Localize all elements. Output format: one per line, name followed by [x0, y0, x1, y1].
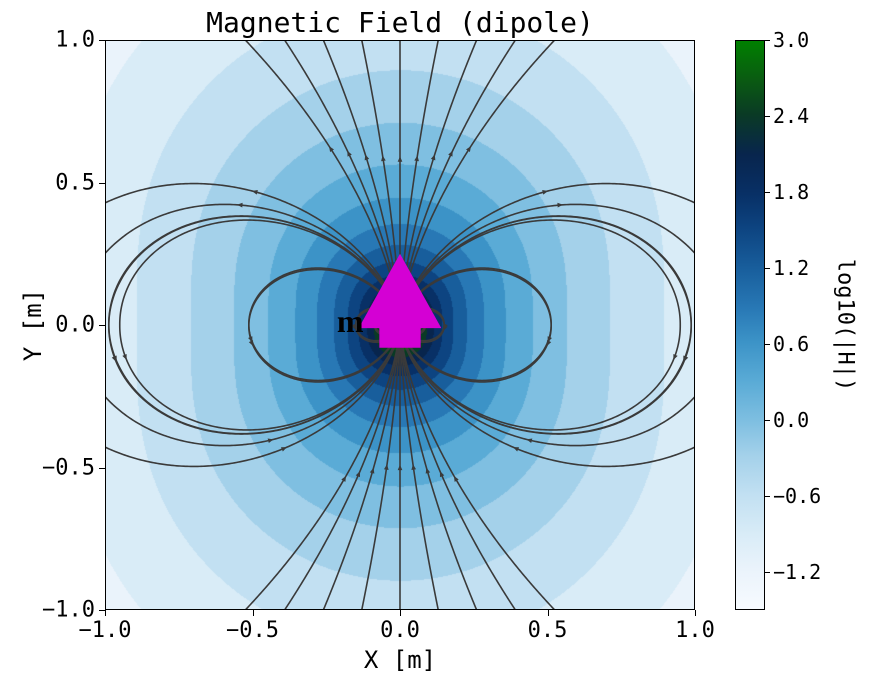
y-tick [99, 610, 105, 611]
dipole-moment-label: m [337, 303, 364, 340]
streamline [105, 184, 398, 316]
y-tick [99, 468, 105, 469]
y-axis-label: Y [m] [19, 289, 47, 361]
streamline [105, 204, 398, 315]
streamline [105, 335, 398, 446]
colorbar-tick-label: 1.8 [773, 180, 809, 204]
streamline [379, 317, 393, 334]
x-tick-label: 0.5 [528, 618, 568, 643]
y-tick-label: −0.5 [42, 455, 95, 480]
y-tick [99, 40, 105, 41]
streamline [402, 204, 695, 315]
x-tick [548, 610, 549, 616]
colorbar-tick [765, 572, 770, 573]
streamline-arrow [398, 156, 403, 162]
colorbar-tick-label: 1.2 [773, 256, 809, 280]
streamline-arrow [365, 154, 369, 160]
streamline [402, 184, 695, 316]
y-tick [99, 183, 105, 184]
y-tick-label: 0.0 [55, 313, 95, 338]
colorbar-tick-label: −0.6 [773, 484, 821, 508]
colorbar-tick [765, 192, 770, 193]
colorbar-tick-label: 3.0 [773, 28, 809, 52]
colorbar-tick-label: 0.6 [773, 332, 809, 356]
x-tick [400, 610, 401, 616]
x-tick-label: 0.0 [380, 618, 420, 643]
colorbar-tick [765, 496, 770, 497]
colorbar-tick [765, 40, 770, 41]
colorbar-label: log10(|H|) [833, 259, 858, 391]
x-tick [253, 610, 254, 616]
x-tick [105, 610, 106, 616]
figure: Magnetic Field (dipole) m −1.0 −0.5 0.0 0.5… [0, 0, 870, 676]
colorbar-tick [765, 420, 770, 421]
streamline [276, 40, 400, 315]
streamline-arrow [370, 468, 374, 474]
colorbar-tick [765, 344, 770, 345]
colorbar-tick-label: 0.0 [773, 408, 809, 432]
colorbar [735, 40, 765, 610]
streamline-arrow [431, 154, 435, 160]
x-tick [695, 610, 696, 616]
streamline [276, 335, 400, 610]
y-tick [99, 325, 105, 326]
plot-area: m [105, 40, 695, 610]
streamline-arrow [237, 203, 243, 208]
y-tick-label: 0.5 [55, 170, 95, 195]
colorbar-tick-label: −1.2 [773, 560, 821, 584]
plot-title: Magnetic Field (dipole) [206, 6, 594, 39]
streamline [402, 335, 695, 446]
y-tick-label: −1.0 [42, 598, 95, 623]
colorbar-gradient [736, 41, 764, 609]
y-tick-label: 1.0 [55, 28, 95, 53]
streamline-arrow [398, 465, 403, 471]
streamline [406, 317, 420, 334]
x-tick-label: 1.0 [675, 618, 715, 643]
streamline [401, 40, 525, 315]
streamline [402, 335, 695, 467]
x-tick-label: −0.5 [226, 618, 279, 643]
streamline [401, 335, 525, 610]
streamline-arrow [557, 203, 563, 208]
colorbar-tick-label: 2.4 [773, 104, 809, 128]
streamline [105, 335, 398, 467]
x-axis-label: X [m] [364, 646, 436, 674]
colorbar-tick [765, 116, 770, 117]
streamlines [105, 40, 695, 610]
colorbar-tick [765, 268, 770, 269]
streamline-arrow [426, 468, 430, 474]
